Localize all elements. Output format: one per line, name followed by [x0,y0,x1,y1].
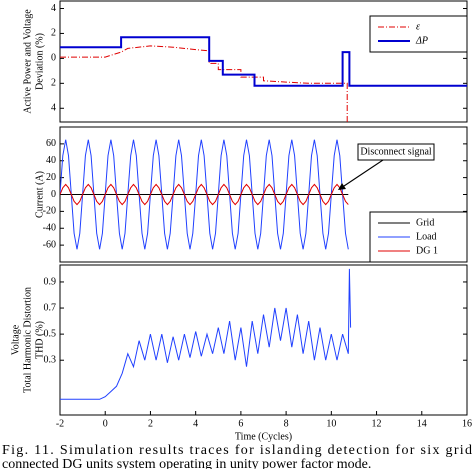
y-tick-label: 0.9 [44,276,57,287]
y-tick-label: 0 [51,53,56,64]
caption: Fig. 11. Simulation results traces for i… [2,443,472,458]
x-tick-label: 8 [284,418,289,429]
series-line [60,45,348,122]
series-group [60,268,352,400]
series-line [60,36,467,87]
y-axis-label: Active Power and Voltage [22,9,33,114]
x-tick-label: 16 [462,418,472,429]
plot-frame [59,264,468,416]
y-axis-label: THD (%) [34,321,45,359]
legend-label: ΔP [415,35,428,46]
y-tick-label: 0.7 [44,302,57,313]
legend-label: DG 1 [416,245,438,256]
y-tick-label: 2 [51,28,56,39]
y-tick-label: -40 [43,223,56,234]
y-tick-label: 0.5 [44,328,57,339]
annotation: Disconnect signal [360,146,432,157]
y-axis-label: Deviation (%) [34,33,45,90]
panel: 0.9 0.7 0.5 0.3 -2 0 2 4 6 8 10 12 14 16 Time (Cycles)… [10,264,472,442]
y-tick-label: -60 [43,239,56,250]
x-tick-label: 4 [193,418,198,429]
caption: connected DG units system operating in u… [2,457,371,469]
legend-box [369,15,468,53]
legend-label: ε [416,21,420,32]
y-tick-label: 20 [46,172,56,183]
series-line [60,268,352,400]
arrow-head [338,183,346,190]
y-axis-label: Total Harmonic Distortion [22,287,33,393]
x-tick-label: -2 [56,418,64,429]
legend-label: Grid [416,217,434,228]
y-tick-label: 0 [51,189,56,200]
legend-label: Load [416,231,437,242]
x-axis-label: Time (Cycles) [235,431,292,442]
x-tick-label: 12 [372,418,382,429]
y-axis-label: Current (A) [34,171,45,218]
x-tick-label: 14 [417,418,427,429]
panel: 4 2 0 2 4 Active Power and Voltage Deviation (… [22,0,468,123]
x-tick-label: 10 [326,418,336,429]
y-tick-label: 40 [46,155,56,166]
series-line [60,183,349,206]
y-axis-label: Voltage [10,324,21,355]
annotation-arrow [340,159,384,189]
y-tick-label: 60 [46,138,56,149]
x-tick-label: 2 [148,418,153,429]
y-tick-label: 4 [51,3,56,14]
x-tick-label: 6 [238,418,243,429]
series-line [60,139,349,250]
series-group [60,36,467,122]
y-tick-label: -20 [43,206,56,217]
series-group [60,139,349,250]
y-tick-label: 0.3 [44,355,57,366]
y-tick-label: 4 [51,103,56,114]
annotation-box [357,143,435,161]
y-tick-label: 2 [51,78,56,89]
x-tick-label: 0 [103,418,108,429]
